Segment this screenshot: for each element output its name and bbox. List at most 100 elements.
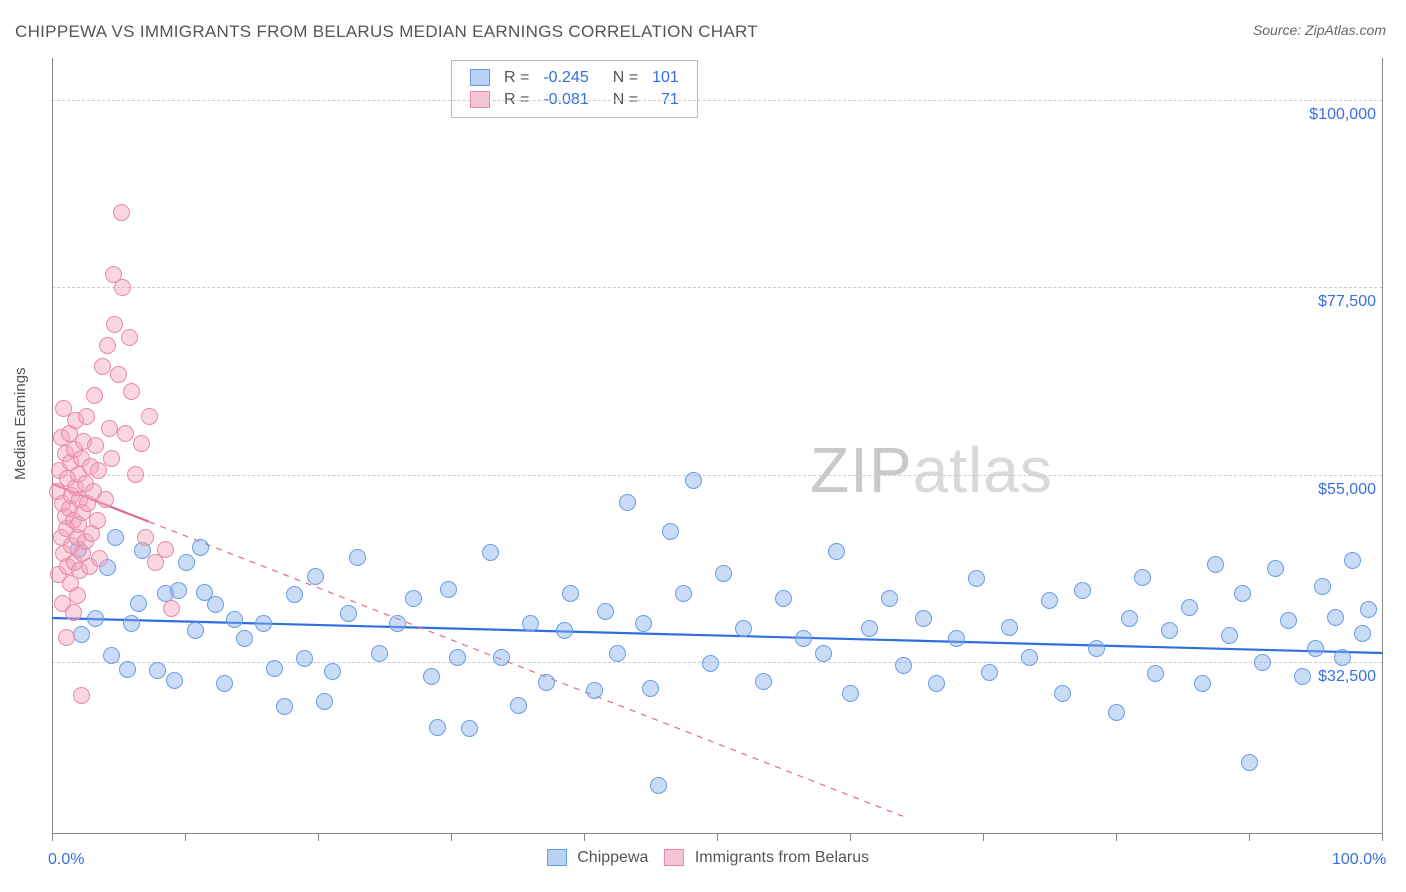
data-point	[842, 685, 859, 702]
chart-title: CHIPPEWA VS IMMIGRANTS FROM BELARUS MEDI…	[15, 22, 758, 42]
data-point	[915, 610, 932, 627]
correlation-legend: R =-0.245N =101R =-0.081N =71	[451, 60, 698, 118]
legend-swatch	[547, 849, 567, 866]
data-point	[815, 645, 832, 662]
watermark: ZIPatlas	[810, 433, 1053, 507]
x-tick	[584, 833, 585, 841]
y-tick-label: $32,500	[1318, 668, 1376, 686]
series-legend: Chippewa Immigrants from Belarus	[531, 849, 869, 867]
data-point	[207, 596, 224, 613]
data-point	[1121, 610, 1138, 627]
data-point	[216, 675, 233, 692]
data-point	[316, 693, 333, 710]
data-point	[94, 358, 111, 375]
x-tick	[717, 833, 718, 841]
data-point	[226, 611, 243, 628]
x-tick	[1382, 833, 1383, 841]
data-point	[1054, 685, 1071, 702]
data-point	[1344, 552, 1361, 569]
data-point	[117, 425, 134, 442]
data-point	[106, 316, 123, 333]
legend-item: Chippewa	[531, 849, 649, 866]
legend-row: R =-0.245N =101	[464, 68, 685, 88]
watermark-atlas: atlas	[913, 434, 1053, 506]
data-point	[119, 661, 136, 678]
data-point	[1221, 627, 1238, 644]
data-point	[1307, 640, 1324, 657]
data-point	[429, 719, 446, 736]
data-point	[78, 408, 95, 425]
data-point	[440, 581, 457, 598]
x-tick	[52, 833, 53, 841]
source-name: ZipAtlas.com	[1305, 22, 1386, 38]
data-point	[881, 590, 898, 607]
data-point	[389, 615, 406, 632]
data-point	[423, 668, 440, 685]
x-tick	[1116, 833, 1117, 841]
data-point	[609, 645, 626, 662]
data-point	[192, 539, 209, 556]
legend-swatch	[470, 69, 490, 86]
data-point	[105, 266, 122, 283]
data-point	[1041, 592, 1058, 609]
data-point	[97, 491, 114, 508]
data-point	[90, 462, 107, 479]
data-point	[87, 437, 104, 454]
data-point	[286, 586, 303, 603]
data-point	[157, 541, 174, 558]
data-point	[58, 629, 75, 646]
data-point	[1161, 622, 1178, 639]
data-point	[662, 523, 679, 540]
data-point	[675, 585, 692, 602]
x-tick	[318, 833, 319, 841]
x-tick-label: 0.0%	[48, 851, 84, 869]
data-point	[1354, 625, 1371, 642]
data-point	[349, 549, 366, 566]
data-point	[928, 675, 945, 692]
data-point	[449, 649, 466, 666]
legend-item: Immigrants from Belarus	[648, 849, 869, 866]
data-point	[981, 664, 998, 681]
data-point	[1108, 704, 1125, 721]
data-point	[123, 383, 140, 400]
data-point	[562, 585, 579, 602]
data-point	[236, 630, 253, 647]
data-point	[948, 630, 965, 647]
data-point	[642, 680, 659, 697]
data-point	[895, 657, 912, 674]
data-point	[650, 777, 667, 794]
data-point	[597, 603, 614, 620]
legend-n-label: N =	[597, 68, 644, 88]
data-point	[1147, 665, 1164, 682]
data-point	[187, 622, 204, 639]
data-point	[755, 673, 772, 690]
data-point	[65, 604, 82, 621]
y-axis	[52, 58, 53, 833]
y-tick-label: $55,000	[1318, 481, 1376, 499]
data-point	[166, 672, 183, 689]
data-point	[522, 615, 539, 632]
legend-n-value: 101	[646, 68, 685, 88]
data-point	[828, 543, 845, 560]
data-point	[89, 512, 106, 529]
x-tick-label: 100.0%	[1332, 851, 1386, 869]
data-point	[405, 590, 422, 607]
data-point	[255, 615, 272, 632]
data-point	[482, 544, 499, 561]
data-point	[775, 590, 792, 607]
legend-label: Immigrants from Belarus	[695, 849, 869, 866]
data-point	[510, 697, 527, 714]
grid-line	[52, 475, 1382, 476]
data-point	[99, 337, 116, 354]
x-tick	[983, 833, 984, 841]
data-point	[133, 435, 150, 452]
data-point	[307, 568, 324, 585]
data-point	[1294, 668, 1311, 685]
data-point	[1267, 560, 1284, 577]
x-tick	[185, 833, 186, 841]
data-point	[1327, 609, 1344, 626]
data-point	[276, 698, 293, 715]
source-attribution: Source: ZipAtlas.com	[1253, 22, 1386, 38]
data-point	[121, 329, 138, 346]
data-point	[538, 674, 555, 691]
